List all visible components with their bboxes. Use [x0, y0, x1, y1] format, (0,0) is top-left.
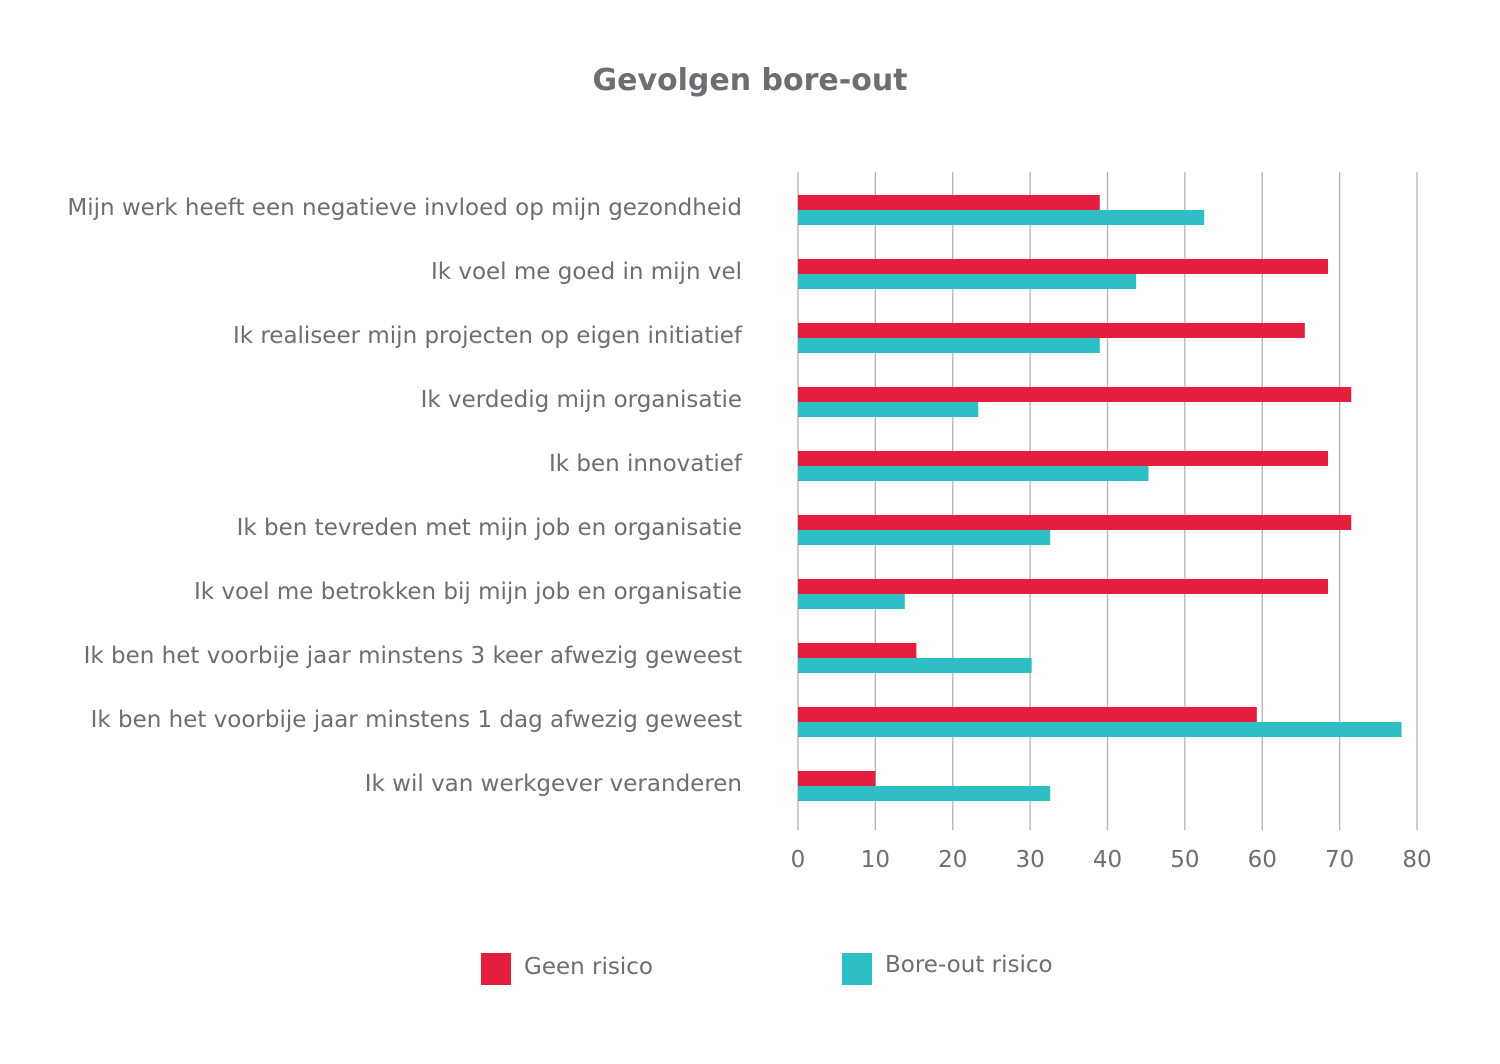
chart-title: Gevolgen bore-out: [592, 63, 907, 98]
bar-geen-risico-3: [798, 323, 1305, 338]
legend: Geen risico Bore-out risico: [481, 952, 1053, 985]
category-label-5: Ik ben innovatief: [549, 451, 743, 477]
x-tick-label-20: 20: [938, 847, 967, 873]
bar-bore-out-risico-1: [798, 210, 1205, 225]
category-label-8: Ik ben het voorbije jaar minstens 3 keer…: [84, 643, 742, 669]
bar-bore-out-risico-3: [798, 338, 1100, 353]
bar-geen-risico-7: [798, 579, 1329, 594]
category-labels: Mijn werk heeft een negatieve invloed op…: [67, 195, 743, 797]
bar-bore-out-risico-9: [798, 722, 1402, 737]
x-tick-label-80: 80: [1402, 847, 1431, 873]
bar-geen-risico-9: [798, 707, 1257, 722]
x-tick-label-50: 50: [1170, 847, 1199, 873]
category-label-1: Mijn werk heeft een negatieve invloed op…: [67, 195, 742, 221]
category-label-9: Ik ben het voorbije jaar minstens 1 dag …: [91, 707, 742, 733]
bar-geen-risico-8: [798, 643, 917, 658]
bar-geen-risico-1: [798, 195, 1100, 210]
bar-geen-risico-4: [798, 387, 1352, 402]
bar-bore-out-risico-8: [798, 658, 1032, 673]
legend-swatch-geen-risico: [481, 953, 511, 985]
x-tick-label-70: 70: [1325, 847, 1354, 873]
legend-label-geen-risico: Geen risico: [524, 954, 653, 980]
category-label-10: Ik wil van werkgever veranderen: [365, 771, 742, 797]
category-label-6: Ik ben tevreden met mijn job en organisa…: [237, 515, 742, 541]
bars: [798, 195, 1402, 801]
bar-bore-out-risico-6: [798, 530, 1051, 545]
bar-bore-out-risico-7: [798, 594, 905, 609]
category-label-4: Ik verdedig mijn organisatie: [421, 387, 742, 413]
bar-geen-risico-10: [798, 771, 876, 786]
bar-geen-risico-6: [798, 515, 1352, 530]
bar-bore-out-risico-5: [798, 466, 1149, 481]
legend-swatch-bore-out-risico: [842, 953, 872, 985]
bar-geen-risico-2: [798, 259, 1329, 274]
legend-label-bore-out-risico: Bore-out risico: [885, 952, 1053, 978]
category-label-2: Ik voel me goed in mijn vel: [431, 259, 742, 285]
x-tick-label-40: 40: [1093, 847, 1122, 873]
x-axis-ticks: 0 10 20 30 40 50 60 70 80: [791, 847, 1432, 873]
x-tick-label-30: 30: [1015, 847, 1044, 873]
category-label-3: Ik realiseer mijn projecten op eigen ini…: [233, 323, 743, 349]
x-tick-label-60: 60: [1248, 847, 1277, 873]
bar-bore-out-risico-2: [798, 274, 1137, 289]
bar-geen-risico-5: [798, 451, 1329, 466]
x-tick-label-10: 10: [861, 847, 890, 873]
x-tick-label-0: 0: [791, 847, 806, 873]
bar-bore-out-risico-4: [798, 402, 979, 417]
category-label-7: Ik voel me betrokken bij mijn job en org…: [194, 579, 742, 605]
bar-bore-out-risico-10: [798, 786, 1051, 801]
